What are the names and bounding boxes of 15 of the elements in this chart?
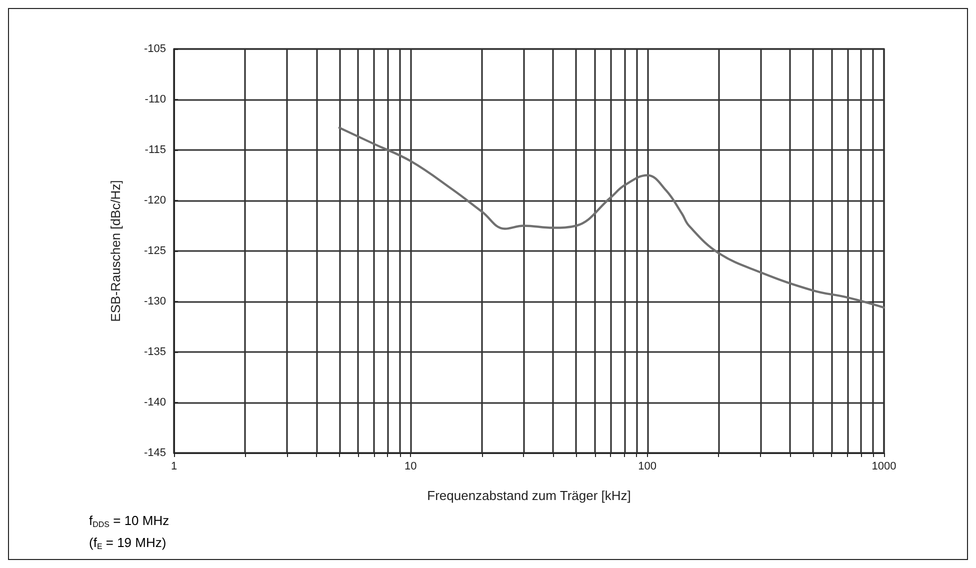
x-tick-label: 100 xyxy=(638,460,657,472)
y-tick-label: -110 xyxy=(144,94,166,106)
y-tick-label: -130 xyxy=(144,296,166,308)
y-tick-label: -120 xyxy=(144,194,166,206)
y-tick-label: -125 xyxy=(144,245,166,257)
y-tick-label: -140 xyxy=(144,396,166,408)
x-tick-label: 10 xyxy=(404,460,417,472)
y-tick-label: -135 xyxy=(144,346,166,358)
x-tick-label: 1000 xyxy=(872,460,896,472)
y-axis-title: ESB-Rauschen [dBc/Hz] xyxy=(108,180,123,322)
y-tick-label: -145 xyxy=(144,447,166,459)
x-tick-label: 1 xyxy=(170,460,178,472)
y-tick-label: -115 xyxy=(144,144,166,156)
x-axis-title: Frequenzabstand zum Träger [kHz] xyxy=(427,488,631,503)
y-tick-label: -105 xyxy=(144,43,166,55)
